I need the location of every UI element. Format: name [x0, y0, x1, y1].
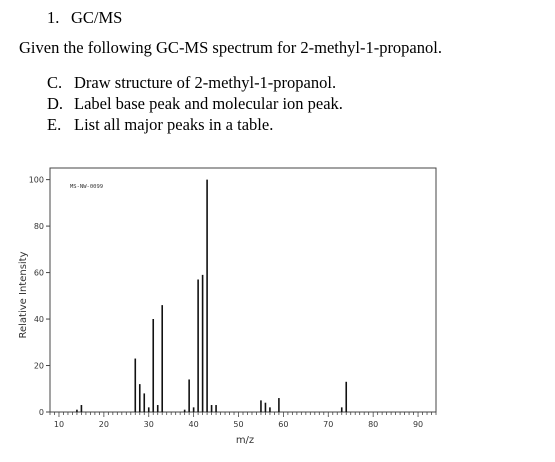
- y-tick-label: 40: [34, 315, 44, 324]
- task-letter: E.: [47, 115, 62, 134]
- task-text: Label base peak and molecular ion peak.: [74, 94, 343, 113]
- x-axis: 10 20 30 40 50 60 70 80 90: [49, 412, 437, 429]
- x-tick-label: 60: [278, 420, 288, 429]
- y-tick-label: 80: [34, 222, 44, 231]
- question-title-text: GC/MS: [71, 8, 123, 27]
- question-title: 1. GC/MS: [47, 8, 122, 28]
- y-axis: 0 20 40 60 80 100: [29, 176, 50, 417]
- y-tick-label: 100: [29, 176, 44, 185]
- x-tick-label: 20: [99, 420, 109, 429]
- x-tick-label: 40: [189, 420, 199, 429]
- task-item-e: E. List all major peaks in a table.: [47, 114, 343, 135]
- x-tick-label: 90: [413, 420, 423, 429]
- y-tick-label: 60: [34, 269, 44, 278]
- x-tick-label: 50: [233, 420, 243, 429]
- task-item-c: C. Draw structure of 2-methyl-1-propanol.: [47, 72, 343, 93]
- y-axis-label: Relative Intensity: [18, 251, 29, 338]
- x-tick-label: 10: [54, 420, 64, 429]
- x-tick-label: 70: [323, 420, 333, 429]
- y-tick-label: 0: [39, 408, 44, 417]
- peak-bars: [76, 179, 348, 412]
- x-tick-label: 30: [144, 420, 154, 429]
- task-list: C. Draw structure of 2-methyl-1-propanol.…: [47, 72, 343, 135]
- task-letter: D.: [47, 94, 64, 113]
- spectrum-id: MS-NW-0099: [70, 184, 103, 190]
- x-axis-label: m/z: [236, 435, 254, 446]
- task-text: Draw structure of 2-methyl-1-propanol.: [74, 73, 337, 92]
- question-intro: Given the following GC-MS spectrum for 2…: [19, 38, 442, 57]
- task-item-d: D. Label base peak and molecular ion peak…: [47, 93, 343, 114]
- plot-frame: [49, 167, 437, 413]
- question-number: 1.: [47, 8, 60, 27]
- x-tick-label: 80: [368, 420, 378, 429]
- task-letter: C.: [47, 73, 63, 92]
- task-text: List all major peaks in a table.: [74, 115, 274, 134]
- y-tick-label: 20: [34, 362, 44, 371]
